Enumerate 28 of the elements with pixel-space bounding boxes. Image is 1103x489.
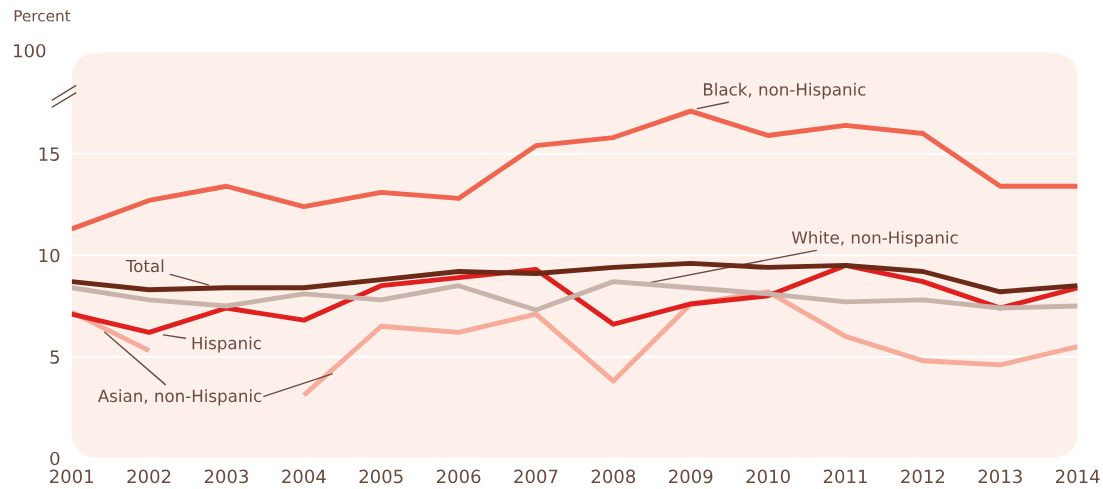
x-tick-label: 2011: [823, 469, 867, 484]
line-series: [71, 260, 1078, 295]
line-series: [71, 108, 1078, 232]
x-tick-label: 2005: [359, 469, 403, 484]
text: Asian, non-Hispanic: [97, 389, 262, 406]
x-tick-label: 2010: [746, 469, 790, 484]
x-tick-label: 2006: [436, 469, 481, 484]
series-label: Total: [125, 259, 164, 273]
y-axis-title: Percent: [14, 10, 71, 22]
x-tick-label: 2002: [127, 469, 171, 484]
x-tick-label: 2014: [1055, 469, 1100, 484]
x-tick-label: 2012: [901, 469, 945, 484]
x-tick-label: 2008: [591, 469, 636, 484]
series-label: Black, non-Hispanic: [703, 82, 866, 99]
y-tick-label: 0: [50, 451, 60, 466]
x-tick-label: 2007: [514, 469, 558, 484]
y-tick-label: 15: [39, 147, 60, 161]
series-label: Hispanic: [192, 336, 261, 353]
x-tick-label: 2013: [978, 469, 1022, 484]
x-tick-label: 2001: [50, 469, 93, 484]
text: White, non-Hispanic: [791, 230, 958, 248]
y-tick-label: 10: [39, 248, 60, 263]
line-series: [71, 279, 1078, 313]
text: 100: [14, 43, 46, 58]
x-tick-label: 2003: [204, 469, 248, 484]
x-tick-label: 2004: [282, 469, 326, 484]
x-tick-label: 2009: [669, 469, 713, 484]
y-tick-label: 5: [50, 350, 60, 364]
